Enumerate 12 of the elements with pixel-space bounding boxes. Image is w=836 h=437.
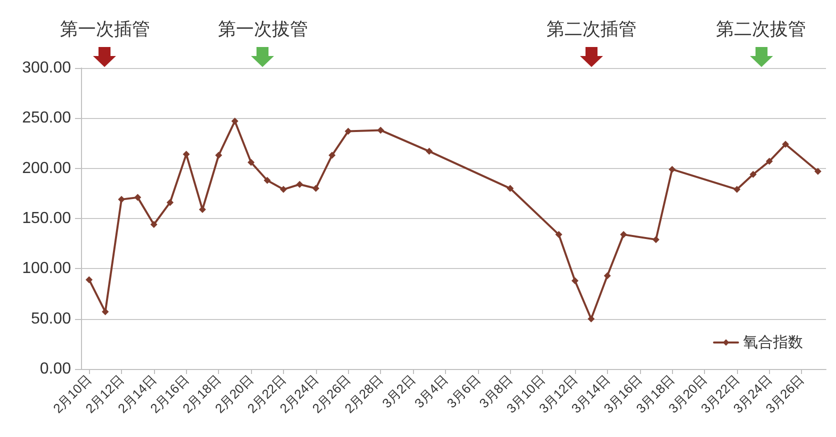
- y-tick-label: 100.00: [22, 260, 72, 278]
- y-tick-label: 250.00: [22, 110, 72, 127]
- y-tick-label: 50.00: [30, 310, 72, 328]
- legend-label: 氧合指数: [743, 334, 803, 351]
- y-tick-label: 150.00: [22, 210, 72, 227]
- text: 第二次插管: [546, 19, 636, 39]
- text: 第二次拔管: [716, 19, 806, 39]
- y-tick-label: 0.00: [40, 360, 72, 378]
- y-tick-label: 300.00: [22, 60, 72, 76]
- text: 第一次拔管: [218, 19, 308, 39]
- text: 第一次插管: [60, 19, 150, 39]
- y-tick-label: 200.00: [22, 160, 72, 177]
